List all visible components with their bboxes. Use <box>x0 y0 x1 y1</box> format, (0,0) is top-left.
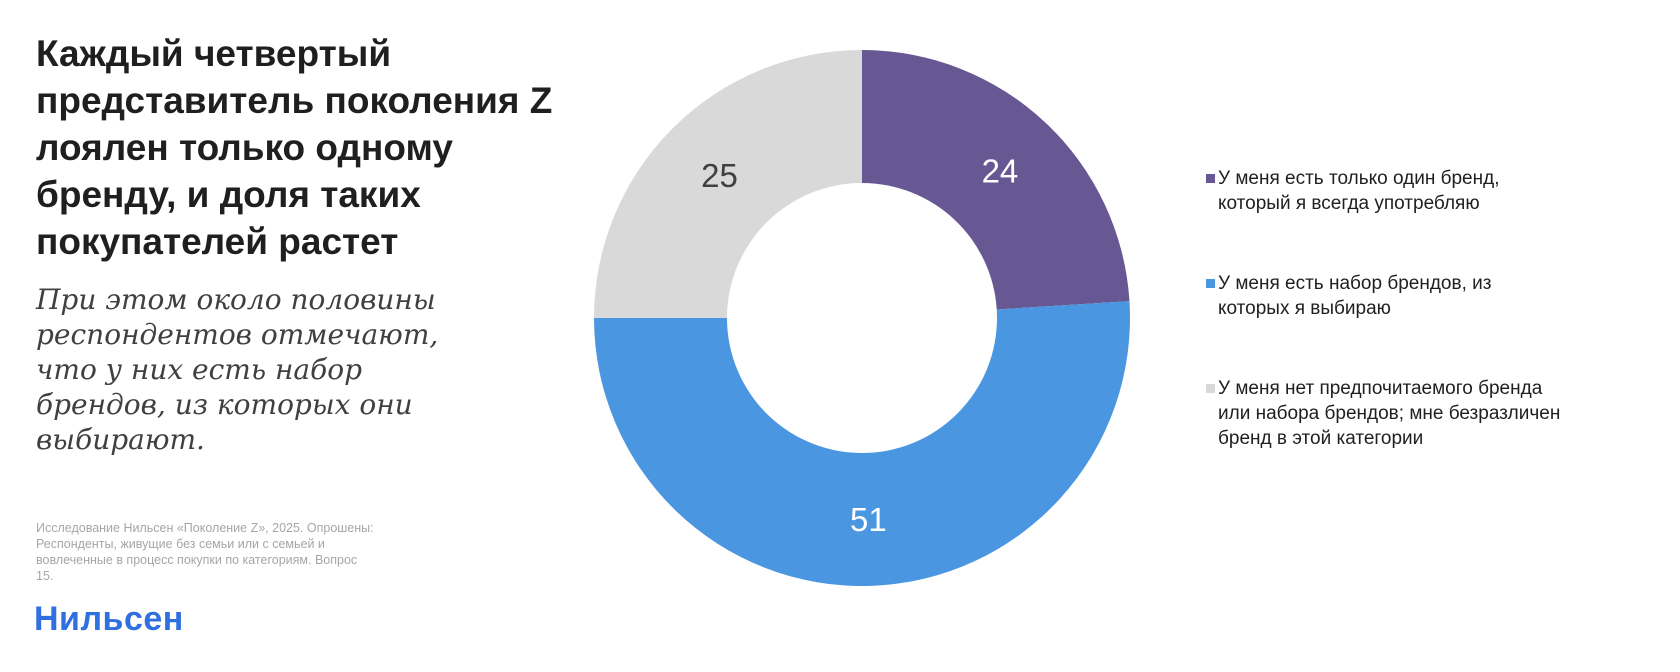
legend-item-one-brand: У меня есть только один бренд, который я… <box>1206 166 1566 216</box>
nielsen-logo: Нильсен <box>34 600 184 638</box>
legend-label: У меня есть набор брендов, из которых я … <box>1218 273 1492 319</box>
legend-swatch <box>1206 279 1215 288</box>
slice-one-brand <box>862 50 1130 310</box>
legend-swatch <box>1206 174 1215 183</box>
legend-swatch <box>1206 384 1215 393</box>
data-label-brand-set: 51 <box>850 501 887 538</box>
legend-item-no-preference: У меня нет предпочитаемого бренда или на… <box>1206 376 1566 451</box>
slice-no-preference <box>594 50 862 318</box>
source-note: Исследование Нильсен «Поколение Z», 2025… <box>36 521 374 583</box>
chart-legend: У меня есть только один бренд, который я… <box>1206 166 1566 506</box>
page-title: Каждый четвертый представитель поколения… <box>36 33 553 262</box>
data-label-one-brand: 24 <box>982 153 1019 190</box>
page-subtitle: При этом около половины респондентов отм… <box>36 283 439 456</box>
slice-brand-set <box>594 301 1130 586</box>
data-label-no-preference: 25 <box>701 157 738 194</box>
legend-label: У меня есть только один бренд, который я… <box>1218 168 1500 214</box>
legend-label: У меня нет предпочитаемого бренда или на… <box>1218 378 1561 449</box>
legend-item-brand-set: У меня есть набор брендов, из которых я … <box>1206 271 1566 321</box>
